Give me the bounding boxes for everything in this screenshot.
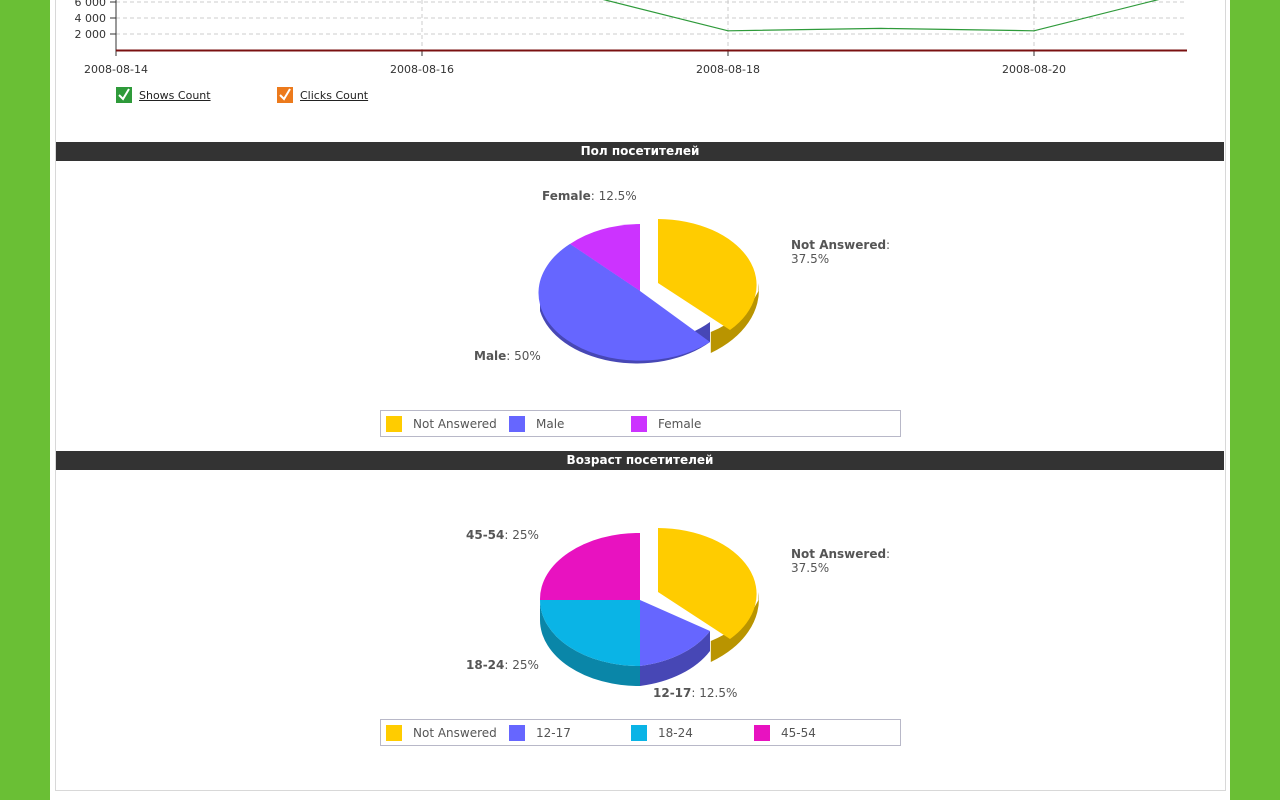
pie-graphic bbox=[538, 219, 759, 364]
legend-text: Not Answered bbox=[413, 417, 497, 431]
legend-text: Male bbox=[536, 417, 565, 431]
legend-text: 45-54 bbox=[781, 726, 816, 740]
legend-item-female: Female bbox=[631, 416, 701, 432]
x-tick-label: 2008-08-18 bbox=[696, 63, 760, 76]
gender-pie-legend: Not Answered Male Female bbox=[380, 410, 901, 437]
legend-text: 18-24 bbox=[658, 726, 693, 740]
pie-slice-45-54 bbox=[539, 532, 640, 600]
pie-label-not-answered: Not Answered: 37.5% bbox=[791, 238, 891, 266]
section-title-gender: Пол посетителей bbox=[56, 142, 1224, 161]
legend-label[interactable]: Clicks Count bbox=[300, 88, 369, 102]
pie-side-not-answered bbox=[710, 283, 759, 353]
pie-side-12-17 bbox=[640, 631, 710, 686]
legend-text: 12-17 bbox=[536, 726, 571, 740]
legend-item-12-17: 12-17 bbox=[509, 725, 571, 741]
pie-slice-not-answered bbox=[658, 528, 757, 639]
pie-slice-male-upper bbox=[540, 244, 640, 291]
age-pie-chart: 45-54: 25% Not Answered: 37.5% 18-24: 25%… bbox=[380, 479, 900, 739]
pie-label-not-answered: Not Answered: 37.5% bbox=[791, 547, 891, 575]
legend-text: Female bbox=[658, 417, 702, 431]
legend-item-45-54: 45-54 bbox=[754, 725, 816, 741]
pie-slice-not-answered bbox=[658, 219, 757, 330]
pie-side-not-answered bbox=[710, 592, 759, 662]
legend-shows-count[interactable]: Shows Count bbox=[116, 87, 211, 103]
x-tick-label: 2008-08-16 bbox=[390, 63, 454, 76]
section-title-age: Возраст посетителей bbox=[56, 451, 1224, 470]
pie-label-45-54: 45-54: 25% bbox=[466, 528, 539, 542]
pie-graphic bbox=[539, 528, 759, 687]
legend-clicks-count[interactable]: Clicks Count bbox=[277, 87, 368, 103]
pie-label-female: Female: 12.5% bbox=[542, 189, 637, 203]
y-tick-label: 4 000 bbox=[75, 12, 107, 25]
legend-swatch bbox=[509, 725, 525, 741]
content-panel bbox=[55, 0, 1226, 791]
x-tick-label: 2008-08-14 bbox=[84, 63, 148, 76]
checkbox-checked-icon[interactable] bbox=[116, 87, 132, 103]
pie-slice-female bbox=[570, 224, 640, 291]
checkbox-checked-icon[interactable] bbox=[277, 87, 293, 103]
legend-swatch bbox=[386, 416, 402, 432]
pie-slice-18-24 bbox=[540, 600, 640, 667]
x-tick-label: 2008-08-20 bbox=[1002, 63, 1066, 76]
legend-text: Not Answered bbox=[413, 726, 497, 740]
pie-label-12-17: 12-17: 12.5% bbox=[653, 686, 738, 700]
legend-swatch bbox=[631, 725, 647, 741]
legend-swatch bbox=[631, 416, 647, 432]
pie-label-18-24: 18-24: 25% bbox=[466, 658, 539, 672]
gender-pie-chart: Female: 12.5% Not Answered: 37.5% Male: 5… bbox=[380, 170, 900, 430]
legend-label[interactable]: Shows Count bbox=[139, 88, 211, 102]
pie-slice-12-17 bbox=[640, 600, 710, 666]
age-pie-legend: Not Answered 12-17 18-24 45-54 bbox=[380, 719, 901, 746]
y-tick-label: 6 000 bbox=[75, 0, 107, 9]
legend-item-not-answered: Not Answered bbox=[386, 416, 497, 432]
legend-item-male: Male bbox=[509, 416, 564, 432]
pie-side-18-24 bbox=[540, 600, 640, 687]
line-chart: 2 000 4 000 6 000 2008-08-14 2008-08-16 2008-… bbox=[75, 0, 1187, 76]
legend-item-not-answered: Not Answered bbox=[386, 725, 497, 741]
pie-label-male: Male: 50% bbox=[474, 349, 541, 363]
legend-swatch bbox=[509, 416, 525, 432]
series-line-shows-count bbox=[602, 0, 1160, 32]
legend-swatch bbox=[386, 725, 402, 741]
y-tick-label: 2 000 bbox=[75, 28, 107, 41]
legend-swatch bbox=[754, 725, 770, 741]
legend-item-18-24: 18-24 bbox=[631, 725, 693, 741]
